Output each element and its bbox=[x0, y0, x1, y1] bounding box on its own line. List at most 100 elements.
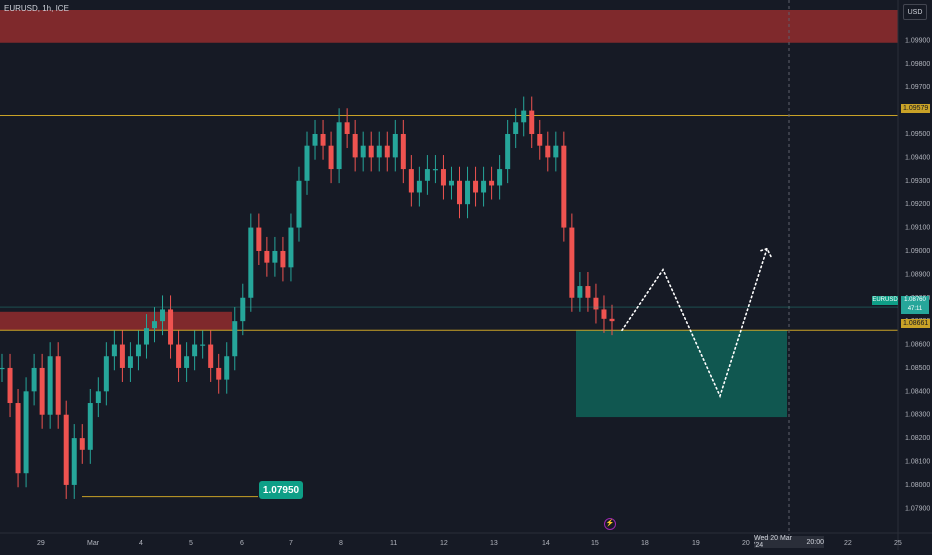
candle-body bbox=[473, 180, 479, 193]
demand-zone-left bbox=[0, 311, 232, 331]
candle-body bbox=[601, 309, 607, 319]
crosshair-date-tag: Wed 20 Mar '24 20:00 bbox=[754, 535, 824, 549]
candle-body bbox=[208, 344, 214, 368]
candle-body bbox=[545, 145, 551, 158]
x-tick-label: 25 bbox=[894, 540, 902, 547]
x-tick-label: 8 bbox=[339, 540, 343, 547]
x-tick-label: 22 bbox=[844, 540, 852, 547]
candle-body bbox=[328, 145, 334, 170]
candle-body bbox=[465, 180, 471, 205]
y-tick-label: 1.08600 bbox=[905, 342, 930, 349]
candle-body bbox=[360, 145, 366, 158]
candle-body bbox=[457, 180, 462, 205]
countdown-value: 47:11 bbox=[907, 306, 923, 312]
current-price-tag: 1.08760 47:11 bbox=[901, 296, 929, 314]
candle-body bbox=[63, 414, 69, 485]
symbol-label: EURUSD, 1h, ICE bbox=[4, 4, 69, 13]
candle-body bbox=[312, 133, 318, 146]
candle-body bbox=[143, 328, 149, 345]
candle-body bbox=[392, 133, 398, 158]
crosshair-time: 20:00 bbox=[806, 538, 824, 546]
candle-body bbox=[376, 145, 382, 158]
target-zone bbox=[576, 330, 787, 418]
x-tick-label: 14 bbox=[542, 540, 550, 547]
candle-body bbox=[448, 180, 454, 186]
candle-body bbox=[344, 122, 350, 134]
candle-body bbox=[55, 356, 61, 415]
candle-body bbox=[609, 318, 615, 322]
y-tick-label: 1.09200 bbox=[905, 201, 930, 208]
candle-body bbox=[272, 250, 278, 263]
candle-body bbox=[47, 356, 53, 415]
candle-body bbox=[224, 356, 230, 380]
y-tick-label: 1.08100 bbox=[905, 459, 930, 466]
y-tick-label: 1.08200 bbox=[905, 435, 930, 442]
y-tick-label: 1.09400 bbox=[905, 154, 930, 161]
y-tick-label: 1.08000 bbox=[905, 482, 930, 489]
candle-body bbox=[400, 133, 406, 170]
y-tick-label: 1.08300 bbox=[905, 412, 930, 419]
candle-body bbox=[537, 133, 543, 146]
y-tick-label: 1.09800 bbox=[905, 61, 930, 68]
candle-body bbox=[424, 169, 430, 181]
candle-body bbox=[336, 122, 342, 170]
currency-button[interactable]: USD bbox=[903, 4, 927, 20]
candle-body bbox=[87, 403, 93, 450]
candle-body bbox=[240, 297, 246, 322]
y-tick-label: 1.09300 bbox=[905, 178, 930, 185]
y-tick-label: 1.09900 bbox=[905, 37, 930, 44]
candle-body bbox=[184, 356, 190, 368]
candle-body bbox=[71, 438, 77, 485]
y-tick-label: 1.08400 bbox=[905, 388, 930, 395]
candle-body bbox=[368, 145, 374, 158]
candle-body bbox=[585, 286, 591, 298]
candle-body bbox=[248, 227, 254, 298]
y-tick-label: 1.09500 bbox=[905, 131, 930, 138]
current-symbol-tag: EURUSD bbox=[872, 296, 898, 305]
candle-body bbox=[513, 122, 519, 134]
x-tick-label: 4 bbox=[139, 540, 143, 547]
flash-icon[interactable]: ⚡ bbox=[604, 518, 616, 530]
candle-body bbox=[192, 344, 198, 357]
candle-body bbox=[176, 344, 182, 368]
candle-body bbox=[103, 356, 109, 392]
candle-body bbox=[416, 180, 422, 193]
projection-arrowhead bbox=[760, 247, 772, 258]
supply-zone bbox=[0, 10, 898, 43]
candle-body bbox=[521, 110, 527, 123]
candle-body bbox=[408, 169, 414, 193]
candle-body bbox=[432, 169, 438, 171]
candle-body bbox=[288, 227, 294, 268]
candle-body bbox=[111, 344, 117, 357]
projection-path bbox=[621, 247, 768, 399]
x-tick-label: 29 bbox=[37, 540, 45, 547]
candle-body bbox=[529, 110, 535, 134]
y-tick-label: 1.09700 bbox=[905, 84, 930, 91]
y-tick-label: 1.08900 bbox=[905, 271, 930, 278]
candle-body bbox=[577, 286, 583, 298]
candle-body bbox=[127, 356, 133, 368]
candle-body bbox=[152, 321, 157, 329]
candle-body bbox=[304, 145, 310, 181]
y-tick-label: 1.07900 bbox=[905, 505, 930, 512]
x-tick-label: 5 bbox=[189, 540, 193, 547]
candle-body bbox=[160, 309, 166, 322]
x-tick-label: 13 bbox=[490, 540, 498, 547]
candle-body bbox=[505, 133, 511, 170]
candle-body bbox=[23, 391, 29, 474]
candle-body bbox=[320, 133, 326, 146]
candle-body bbox=[256, 227, 262, 251]
y-tick-label: 1.09100 bbox=[905, 225, 930, 232]
low-price-label: 1.07950 bbox=[259, 481, 303, 499]
x-tick-label: 7 bbox=[289, 540, 293, 547]
candle-body bbox=[168, 309, 174, 345]
candle-body bbox=[296, 180, 302, 228]
lower-level-tag: 1.08661 bbox=[901, 319, 931, 328]
x-tick-label: Mar bbox=[87, 540, 100, 547]
candle-body bbox=[119, 344, 125, 368]
candle-body bbox=[440, 169, 446, 186]
candle-body bbox=[135, 344, 141, 357]
